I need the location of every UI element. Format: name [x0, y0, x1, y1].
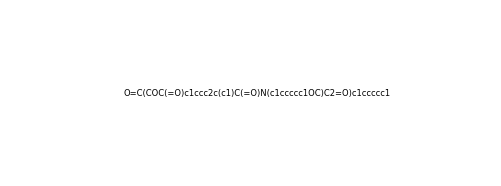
Text: O=C(COC(=O)c1ccc2c(c1)C(=O)N(c1ccccc1OC)C2=O)c1ccccc1: O=C(COC(=O)c1ccc2c(c1)C(=O)N(c1ccccc1OC)…	[123, 89, 390, 98]
